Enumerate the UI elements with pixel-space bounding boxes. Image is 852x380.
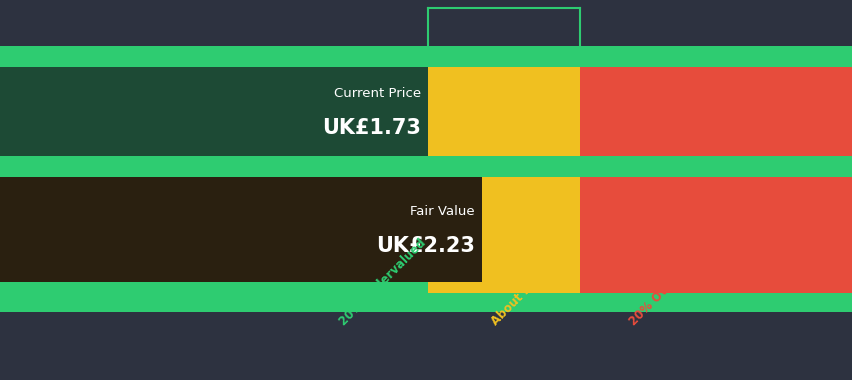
Bar — [579, 46, 852, 312]
Text: UK£2.23: UK£2.23 — [376, 236, 475, 256]
Bar — [0, 46, 428, 312]
Bar — [0, 46, 852, 66]
Text: About Right: About Right — [488, 263, 553, 328]
Bar — [0, 293, 852, 312]
Text: Current Price: Current Price — [334, 87, 421, 100]
Bar — [0, 156, 852, 176]
Text: 20% Overvalued: 20% Overvalued — [626, 243, 711, 328]
Text: UK£1.73: UK£1.73 — [322, 118, 421, 138]
Text: 20% Undervalued: 20% Undervalued — [337, 237, 428, 328]
Bar — [0, 176, 481, 282]
Bar — [428, 46, 579, 312]
Text: Fair Value: Fair Value — [410, 206, 475, 218]
Bar — [0, 66, 428, 156]
